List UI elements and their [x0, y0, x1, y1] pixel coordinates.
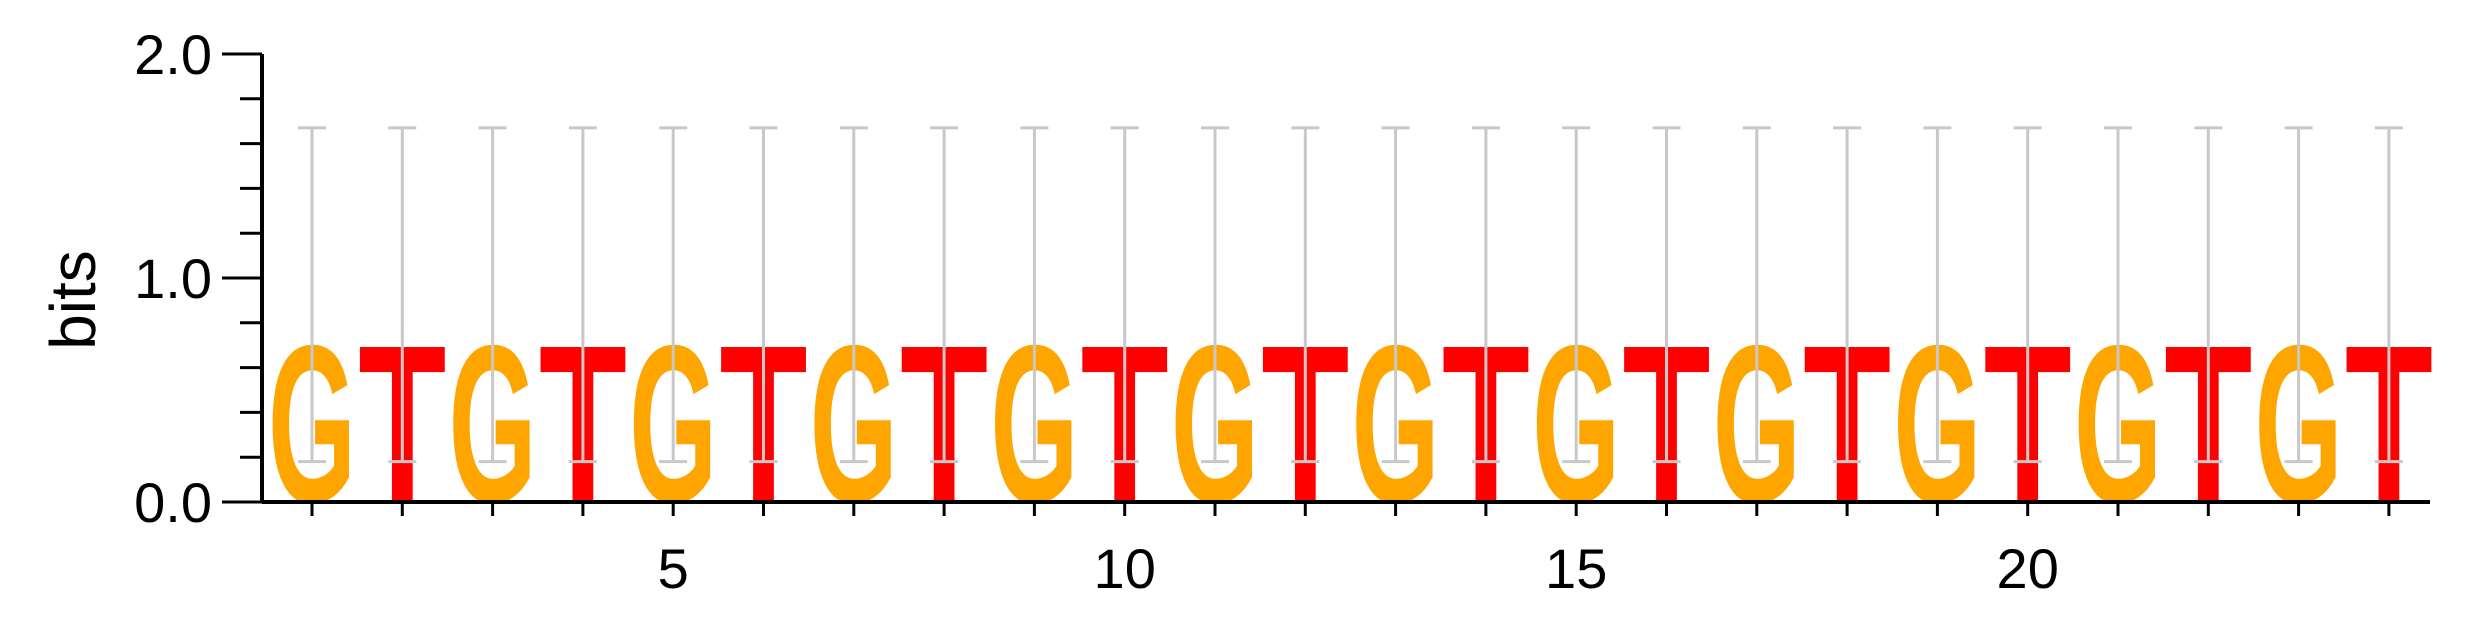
x-tick-label: 5	[658, 537, 689, 600]
x-tick-label: 15	[1545, 537, 1607, 600]
y-axis-label: bits	[37, 250, 109, 350]
error-bars	[298, 126, 2403, 464]
y-tick-label: 2.0	[134, 23, 212, 86]
x-tick-label: 20	[1997, 537, 2059, 600]
x-tick-label: 10	[1094, 537, 1156, 600]
y-tick-label: 0.0	[134, 471, 212, 534]
y-axis-ticks: 0.0 1.0 2.0	[134, 23, 262, 534]
x-axis-ticks: 5 10 15 20	[310, 502, 2391, 600]
y-tick-label: 1.0	[134, 247, 212, 310]
